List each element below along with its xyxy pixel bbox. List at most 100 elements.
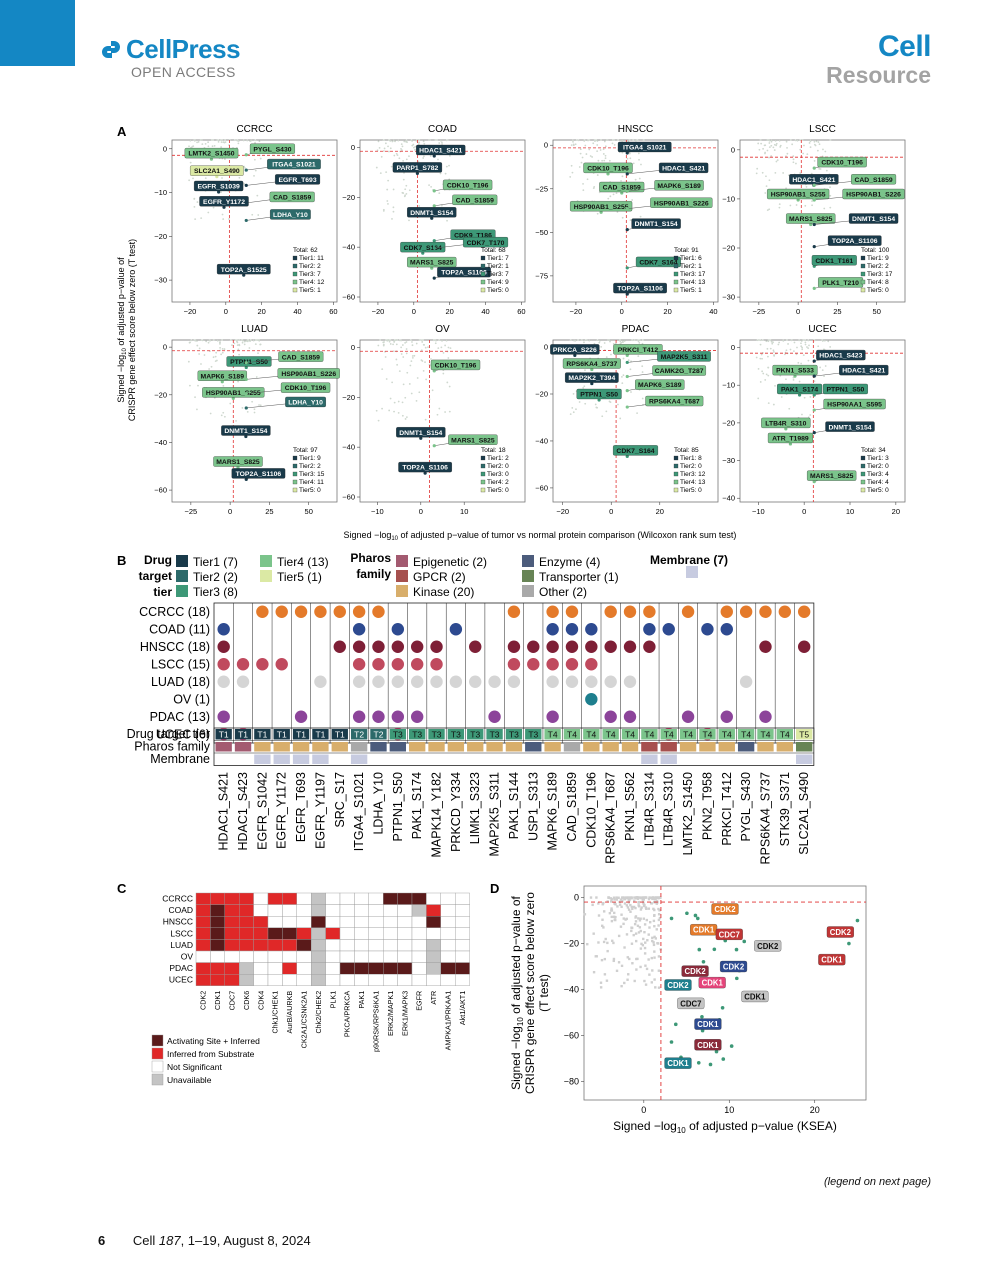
label-box	[278, 351, 324, 362]
data-point	[631, 962, 634, 965]
point-label: MAPK6_S189	[638, 382, 682, 389]
y-tick-label: −20	[342, 393, 355, 402]
row-label: COAD (11)	[149, 623, 210, 637]
data-point	[642, 898, 645, 901]
heatmap-cell	[397, 916, 413, 929]
data-point	[637, 931, 641, 934]
data-point	[570, 144, 573, 147]
point-label: HSP90AA1_S595	[827, 402, 882, 409]
data-point	[642, 937, 645, 941]
data-point	[799, 139, 802, 142]
data-point	[606, 949, 609, 953]
data-point	[411, 355, 414, 357]
highlight-point	[796, 198, 800, 202]
hit-dot	[643, 605, 656, 618]
data-point	[765, 340, 768, 343]
data-point	[421, 341, 424, 343]
heatmap-cell	[426, 892, 441, 905]
data-point	[404, 188, 407, 191]
data-point	[393, 341, 396, 343]
data-point	[405, 184, 408, 187]
tier-cell	[583, 729, 600, 740]
data-point	[602, 910, 606, 913]
data-point	[582, 182, 584, 185]
hit-dot	[314, 605, 327, 618]
point-label: HSP90AB1_S255	[206, 390, 261, 397]
data-point	[189, 384, 191, 387]
y-tick-label: −20	[722, 244, 735, 253]
data-point	[448, 410, 451, 413]
data-point	[759, 139, 762, 141]
data-point	[628, 139, 631, 141]
label-box	[761, 417, 811, 429]
label-box	[226, 356, 272, 367]
hit-dot	[333, 640, 346, 653]
data-point	[636, 139, 639, 142]
data-point	[191, 145, 194, 148]
data-point	[618, 903, 622, 906]
data-point	[586, 942, 589, 946]
heatmap-col-label: AurB/AURKB	[285, 991, 294, 1034]
data-point	[621, 151, 624, 154]
highlight-point	[606, 172, 610, 176]
legend-swatch	[151, 1073, 164, 1086]
data-point	[762, 147, 764, 150]
legend-entry: Not Significant	[167, 1062, 222, 1072]
legend-entry: Kinase (20)	[413, 585, 474, 599]
data-point	[385, 339, 388, 342]
site-label: PTPN1_S50	[391, 772, 405, 842]
label-box	[270, 209, 311, 220]
legend-entry: Tier4: 4	[867, 479, 889, 486]
data-point	[785, 140, 788, 143]
data-point	[760, 142, 763, 145]
label-box	[777, 383, 823, 395]
data-point	[629, 219, 632, 221]
site-label: USP1_S313	[526, 772, 540, 841]
family-cell	[234, 742, 252, 752]
data-point	[579, 148, 582, 151]
hit-dot	[604, 675, 617, 688]
data-point	[194, 396, 196, 399]
data-point	[604, 145, 607, 148]
point-label: CDK2	[757, 942, 779, 951]
data-point	[204, 177, 207, 180]
family-cell	[563, 742, 581, 752]
data-point	[792, 379, 795, 381]
data-point	[648, 926, 651, 929]
data-point	[428, 184, 430, 187]
legend-entry: Tier4: 13	[680, 479, 706, 486]
heatmap-cell	[296, 950, 312, 963]
label-box	[448, 434, 498, 445]
tier-cell-label: T1	[315, 730, 325, 740]
heatmap-cell	[224, 892, 240, 905]
data-point	[768, 146, 771, 149]
legend-entry: Tier3 (8)	[193, 585, 238, 599]
data-point	[629, 157, 632, 160]
hit-dot	[681, 710, 695, 723]
data-point	[221, 351, 224, 354]
legend-entry: Tier1: 8	[680, 455, 702, 462]
point-label: TOP2A_S1525	[221, 267, 267, 274]
y-tick-label: −60	[342, 493, 355, 502]
label-box	[452, 194, 498, 205]
data-point	[782, 172, 785, 174]
data-point	[642, 139, 645, 141]
heatmap-cell	[267, 892, 283, 905]
data-point	[428, 398, 431, 401]
data-point	[623, 340, 626, 342]
data-point	[765, 185, 768, 188]
data-point	[604, 157, 607, 160]
legend-swatch	[522, 570, 534, 582]
data-point	[597, 902, 600, 905]
page-footer: 6 Cell 187, 1–19, August 8, 2024	[98, 1233, 311, 1248]
x-tick-label: 20	[656, 507, 664, 516]
point-label: MAP2K5_S311	[661, 354, 708, 361]
family-cell	[312, 742, 329, 752]
x-tick-label: 50	[305, 507, 313, 516]
legend-swatch	[860, 287, 866, 293]
data-point	[778, 203, 781, 206]
heatmap-cell	[224, 904, 240, 917]
family-cell	[409, 742, 426, 752]
highlight-point	[812, 431, 816, 435]
point-label: CDK10_T196	[285, 385, 327, 392]
